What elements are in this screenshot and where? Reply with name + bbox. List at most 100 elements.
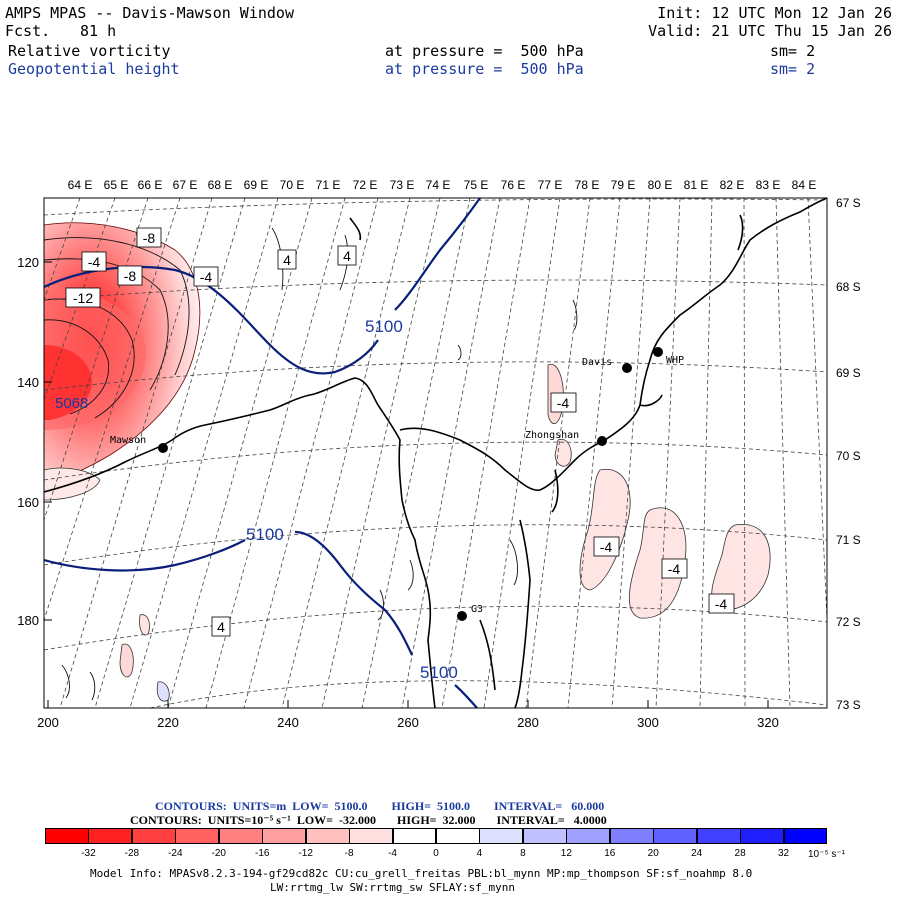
svg-text:74 E: 74 E: [426, 178, 451, 192]
station-marker-whp: [653, 347, 663, 357]
vort-label: 4: [283, 252, 291, 268]
colorbar-label: 28: [734, 848, 746, 859]
coastline: [44, 198, 827, 708]
svg-text:70 E: 70 E: [280, 178, 305, 192]
graticule: [44, 198, 827, 708]
colorbar-swatch: [45, 828, 89, 844]
svg-text:70 S: 70 S: [836, 449, 861, 463]
colorbar-label: 0: [433, 848, 439, 859]
colorbar-label: 8: [520, 848, 526, 859]
colorbar-label: 20: [647, 848, 659, 859]
svg-text:65 E: 65 E: [104, 178, 129, 192]
vorticity-contour-info: CONTOURS: UNITS=10⁻⁵ s⁻¹ LOW= -32.000 HI…: [130, 813, 607, 827]
colorbar-label: 12: [560, 848, 572, 859]
plot-title: AMPS MPAS -- Davis-Mawson Window: [5, 4, 294, 22]
svg-text:82 E: 82 E: [720, 178, 745, 192]
field1-pressure: at pressure = 500 hPa: [385, 42, 584, 60]
model-info-line2: LW:rrtmg_lw SW:rrtmg_sw SFLAY:sf_mynn: [270, 881, 516, 894]
height-contours: [44, 198, 481, 708]
svg-text:84 E: 84 E: [792, 178, 817, 192]
colorbar-swatch: [218, 828, 263, 844]
vort-label: 4: [343, 248, 351, 264]
station-label-g3: G3: [471, 604, 483, 615]
svg-text:300: 300: [637, 715, 659, 730]
svg-text:240: 240: [277, 715, 299, 730]
vort-label: -4: [200, 269, 213, 285]
valid-time: Valid: 21 UTC Thu 15 Jan 26: [648, 22, 892, 40]
colorbar-label: 32: [777, 848, 790, 859]
vort-label: -8: [143, 230, 156, 246]
station-marker-g3: [457, 611, 467, 621]
colorbar-label: -28: [124, 848, 140, 859]
svg-text:77 E: 77 E: [538, 178, 563, 192]
height-contour-info: CONTOURS: UNITS=m LOW= 5100.0 HIGH= 5100…: [155, 799, 605, 813]
svg-text:78 E: 78 E: [575, 178, 600, 192]
svg-text:71 E: 71 E: [316, 178, 341, 192]
svg-text:69 S: 69 S: [836, 366, 861, 380]
colorbar-swatch: [131, 828, 176, 844]
svg-text:200: 200: [37, 715, 59, 730]
svg-text:68 S: 68 S: [836, 280, 861, 294]
bottom-axis-labels: 200 220 240 260 280 300 320: [37, 715, 779, 730]
model-info-line1: Model Info: MPASv8.2.3-194-gf29cd82c CU:…: [90, 867, 753, 880]
station-label-mawson: Mawson: [110, 435, 146, 446]
station-marker-mawson: [158, 443, 168, 453]
colorbar-swatch: [783, 828, 828, 844]
colorbar-swatch: [436, 828, 480, 844]
colorbar-label: -24: [168, 848, 183, 859]
height-label: 5100: [365, 317, 403, 336]
axis-ticks: [44, 261, 769, 708]
colorbar-swatch: [305, 828, 350, 844]
colorbar-swatch: [696, 828, 741, 844]
field2-smoothing: sm= 2: [770, 60, 816, 78]
colorbar-label: -16: [254, 848, 270, 859]
svg-text:75 E: 75 E: [464, 178, 489, 192]
svg-text:180: 180: [17, 613, 39, 628]
map-frame: [43, 197, 828, 709]
svg-text:64 E: 64 E: [68, 178, 93, 192]
svg-text:67 E: 67 E: [173, 178, 198, 192]
field1-smoothing: sm= 2: [770, 42, 816, 60]
longitude-labels: 64 E 65 E 66 E 67 E 68 E 69 E 70 E 71 E …: [68, 178, 817, 192]
stations: Davis WHP Zhongshan Mawson G3: [110, 347, 684, 621]
colorbar-label: -20: [211, 848, 226, 859]
svg-text:71 S: 71 S: [836, 533, 861, 547]
svg-text:68 E: 68 E: [208, 178, 233, 192]
field1-name: Relative vorticity: [8, 42, 171, 60]
colorbar-swatch: [175, 828, 220, 844]
vort-label: -4: [557, 395, 570, 411]
forecast-label: Fcst.: [5, 22, 51, 40]
colorbar-swatch: [653, 828, 698, 844]
vort-label: -12: [73, 290, 93, 306]
svg-text:79 E: 79 E: [611, 178, 636, 192]
svg-text:81 E: 81 E: [684, 178, 709, 192]
height-label: 5100: [246, 525, 284, 544]
colorbar-swatch: [566, 828, 611, 844]
colorbar-swatch: [392, 828, 437, 844]
svg-text:83 E: 83 E: [756, 178, 781, 192]
svg-text:140: 140: [17, 375, 39, 390]
svg-text:72 S: 72 S: [836, 615, 861, 629]
colorbar-label: 16: [604, 848, 616, 859]
latitude-labels: 67 S 68 S 69 S 70 S 71 S 72 S 73 S: [836, 196, 861, 712]
low-center-label: 5068: [55, 395, 88, 412]
station-label-zhongshan: Zhongshan: [525, 430, 579, 441]
colorbar-swatch: [609, 828, 654, 844]
svg-text:76 E: 76 E: [501, 178, 526, 192]
colorbar-swatch: [349, 828, 394, 844]
vorticity-labels: -8 -4 -8 -4 -12 4 4 -4 -4 -4 -4 4: [65, 227, 735, 637]
forecast-hour: 81 h: [80, 22, 117, 40]
svg-text:69 E: 69 E: [244, 178, 269, 192]
colorbar-swatch: [522, 828, 567, 844]
svg-text:67 S: 67 S: [836, 196, 861, 210]
svg-text:72 E: 72 E: [353, 178, 378, 192]
svg-text:73 E: 73 E: [390, 178, 415, 192]
colorbar-label: 24: [691, 848, 703, 859]
station-marker-davis: [622, 363, 632, 373]
svg-text:320: 320: [757, 715, 779, 730]
vort-label: 4: [217, 619, 225, 635]
vort-label: -4: [88, 254, 101, 270]
colorbar-swatch: [479, 828, 524, 844]
init-time: Init: 12 UTC Mon 12 Jan 26: [657, 4, 892, 22]
